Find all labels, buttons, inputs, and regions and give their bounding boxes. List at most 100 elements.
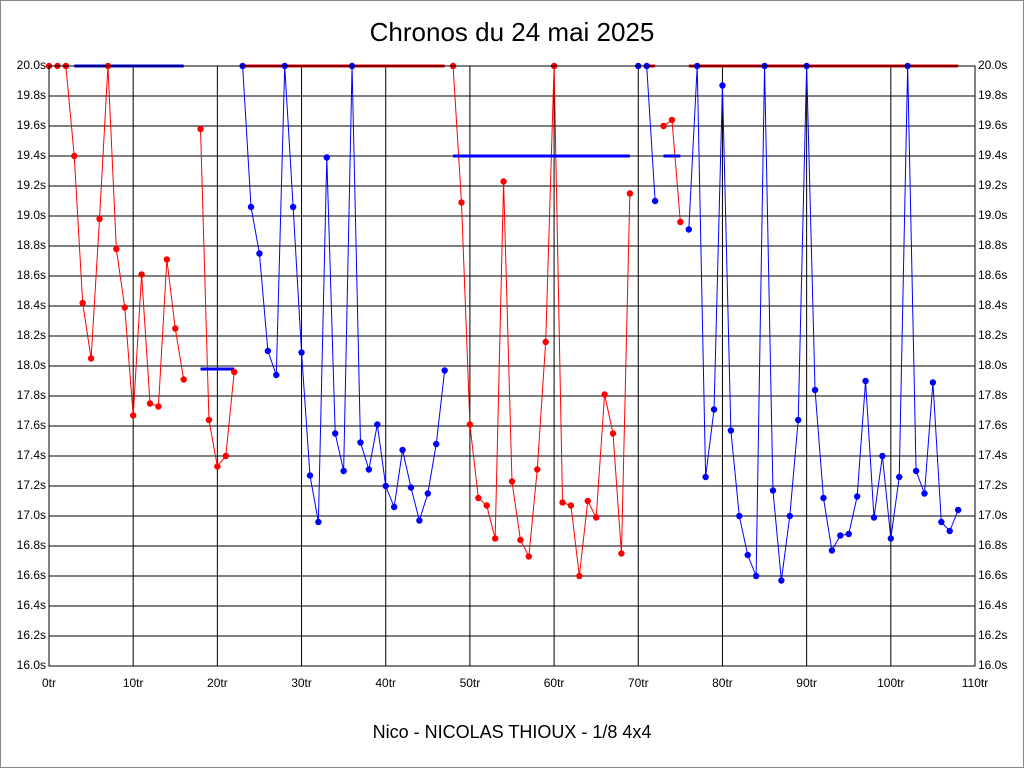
lap-marker [163, 256, 171, 263]
lap-marker [727, 427, 735, 434]
lap-marker [475, 494, 482, 502]
y2-tick-label: 19.2s [978, 178, 1007, 192]
series-markers [45, 62, 962, 584]
lap-marker [921, 490, 928, 497]
y-tick-label: 18.8s [17, 238, 46, 252]
y-tick-label: 19.2s [17, 178, 46, 192]
y-tick-label: 17.8s [17, 388, 46, 402]
lap-marker [853, 493, 861, 500]
y-tick-label: 18.2s [17, 328, 46, 342]
y2-tick-label: 17.2s [978, 478, 1007, 492]
y-tick-label: 19.0s [17, 208, 46, 222]
x-tick-label: 70tr [628, 676, 649, 690]
y-tick-label: 16.4s [17, 598, 46, 612]
lap-marker [609, 430, 617, 437]
y-tick-label: 16.2s [17, 628, 46, 642]
y-tick-label: 17.2s [17, 478, 46, 492]
x-tick-label: 110tr [962, 676, 988, 690]
y2-tick-label: 18.2s [978, 328, 1007, 342]
y-tick-label: 19.8s [17, 88, 46, 102]
y-tick-label: 17.6s [17, 418, 46, 432]
y-tick-label: 18.0s [17, 358, 46, 372]
lap-marker [205, 416, 213, 424]
lap-marker [289, 203, 297, 211]
lap-marker [96, 215, 103, 223]
lap-marker [778, 577, 785, 584]
x-tick-label: 50tr [460, 676, 481, 690]
y2-tick-label: 20.0s [978, 58, 1007, 72]
lap-marker [146, 400, 154, 407]
footer: Nico - NICOLAS THIOUX - 1/8 4x4 [373, 722, 652, 742]
lap-marker [222, 452, 229, 460]
lap-marker [264, 347, 272, 355]
lap-marker [466, 421, 474, 428]
lap-marker [525, 553, 533, 560]
lap-marker [837, 532, 844, 539]
x-tick-label: 10tr [123, 676, 144, 690]
lap-marker [887, 535, 895, 542]
lap-marker [390, 503, 398, 511]
lap-marker [500, 178, 507, 185]
lap-marker [584, 497, 591, 505]
y-tick-label: 18.4s [17, 298, 46, 312]
lap-marker [138, 271, 145, 278]
lap-marker [306, 472, 314, 479]
lap-marker [626, 190, 634, 197]
lap-marker [231, 368, 238, 376]
y2-tick-label: 17.4s [978, 448, 1007, 462]
lap-marker [534, 466, 541, 473]
y2-tick-label: 18.8s [978, 238, 1007, 252]
lap-marker [129, 412, 137, 419]
lap-marker [483, 502, 490, 509]
lap-marker [458, 199, 465, 206]
lap-marker [946, 527, 953, 535]
lap-marker [879, 452, 886, 460]
lap-marker [357, 439, 364, 446]
y-tick-label: 16.0s [17, 658, 46, 672]
lap-marker [197, 125, 204, 133]
lap-marker [416, 517, 423, 524]
lap-marker [256, 250, 263, 257]
y2-tick-label: 16.2s [978, 628, 1007, 642]
lap-marker [273, 371, 280, 379]
lap-marker [71, 152, 78, 160]
lap-marker [954, 506, 962, 514]
x-tick-label: 30tr [291, 676, 312, 690]
y-tick-label: 16.6s [17, 568, 46, 582]
x-tick-label: 90tr [796, 676, 817, 690]
lap-marker [828, 547, 836, 554]
x-tick-label: 40tr [375, 676, 396, 690]
y2-tick-label: 18.6s [978, 268, 1007, 282]
lap-marker [424, 490, 432, 497]
lap-marker [668, 116, 676, 124]
lap-marker [332, 430, 339, 437]
lap-marker [399, 446, 406, 454]
lap-marker [121, 304, 128, 311]
lap-marker [441, 367, 448, 374]
lap-marker [374, 421, 381, 428]
plot-border [48, 65, 976, 667]
y-tick-label: 20.0s [17, 58, 46, 72]
lap-marker [592, 514, 600, 521]
lap-marker [340, 467, 347, 475]
y2-tick-label: 16.6s [978, 568, 1007, 582]
y-tick-label: 16.8s [17, 538, 46, 552]
y-tick-label: 17.0s [17, 508, 46, 522]
lap-marker [298, 349, 305, 356]
lap-marker [845, 530, 852, 538]
lap-marker [710, 406, 718, 413]
lap-marker [752, 572, 760, 580]
lap-marker [870, 514, 878, 521]
lap-marker [862, 377, 869, 385]
lap-marker [912, 467, 920, 475]
lap-marker [155, 403, 162, 410]
lap-marker [576, 572, 583, 580]
lap-marker [896, 473, 903, 481]
chart-title: Chronos du 24 mai 2025 [370, 17, 655, 47]
lap-marker [769, 487, 777, 494]
lap-marker [407, 484, 415, 491]
lap-marker [365, 466, 373, 473]
y-tick-label: 19.4s [17, 148, 46, 162]
